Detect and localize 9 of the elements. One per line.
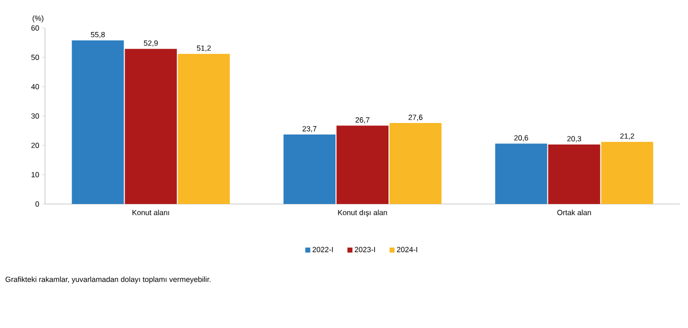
- bar: [336, 126, 389, 204]
- bar: [124, 48, 177, 204]
- bar: [72, 40, 124, 204]
- bar: [548, 144, 600, 204]
- bar: [390, 123, 442, 204]
- bar: [601, 142, 654, 204]
- bar: [495, 144, 548, 204]
- bar: [178, 54, 230, 204]
- bar: [284, 134, 336, 204]
